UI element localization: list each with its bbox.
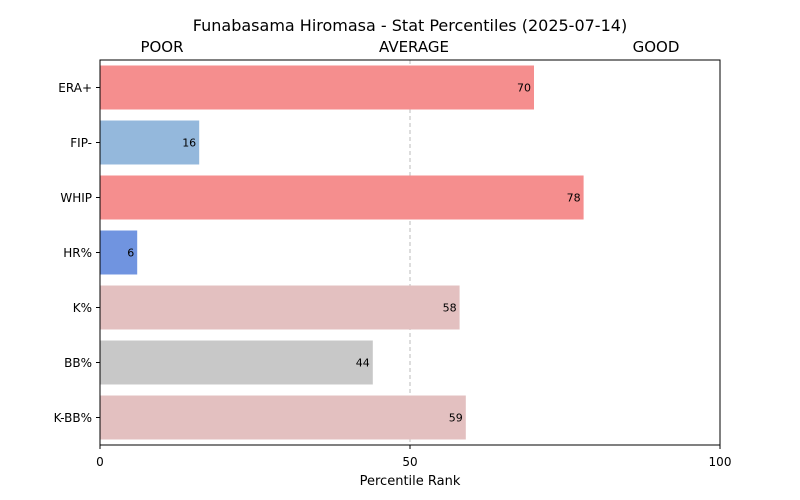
value-label-k-bb: 59: [449, 412, 463, 425]
y-tick-label-hr: HR%: [63, 246, 92, 260]
bar-era: [100, 65, 534, 110]
zone-label-poor: POOR: [140, 38, 183, 56]
chart-title: Funabasama Hiromasa - Stat Percentiles (…: [193, 16, 627, 35]
bar-fip: [100, 120, 200, 165]
x-tick-label-50: 50: [402, 455, 417, 469]
bar-hr: [100, 230, 138, 275]
y-axis: ERA+ FIP- WHIP HR% K% BB% K-BB%: [54, 81, 100, 425]
y-tick-label-whip: WHIP: [60, 191, 92, 205]
value-label-whip: 78: [567, 192, 581, 205]
y-tick-label-k: K%: [73, 301, 92, 315]
x-tick-label-0: 0: [96, 455, 104, 469]
bar-bb: [100, 340, 373, 385]
x-axis: 0 50 100: [96, 445, 731, 469]
zone-label-average: AVERAGE: [379, 38, 449, 56]
bars-group: 70 16 78 6 58 44 59: [100, 60, 584, 445]
bar-whip: [100, 175, 584, 220]
bar-k: [100, 285, 460, 330]
zone-labels: POOR AVERAGE GOOD: [140, 38, 679, 56]
value-label-fip: 16: [182, 137, 196, 150]
x-axis-label: Percentile Rank: [360, 474, 461, 489]
y-tick-label-k-bb: K-BB%: [54, 411, 92, 425]
value-label-hr: 6: [127, 247, 134, 260]
y-tick-label-era: ERA+: [58, 81, 92, 95]
y-tick-label-bb: BB%: [64, 356, 92, 370]
value-label-era: 70: [517, 82, 531, 95]
value-label-k: 58: [443, 302, 457, 315]
y-tick-label-fip: FIP-: [70, 136, 92, 150]
value-label-bb: 44: [356, 357, 370, 370]
zone-label-good: GOOD: [633, 38, 680, 56]
plot-frame: [99, 59, 721, 446]
bar-k-bb: [100, 395, 466, 440]
x-tick-label-100: 100: [709, 455, 732, 469]
